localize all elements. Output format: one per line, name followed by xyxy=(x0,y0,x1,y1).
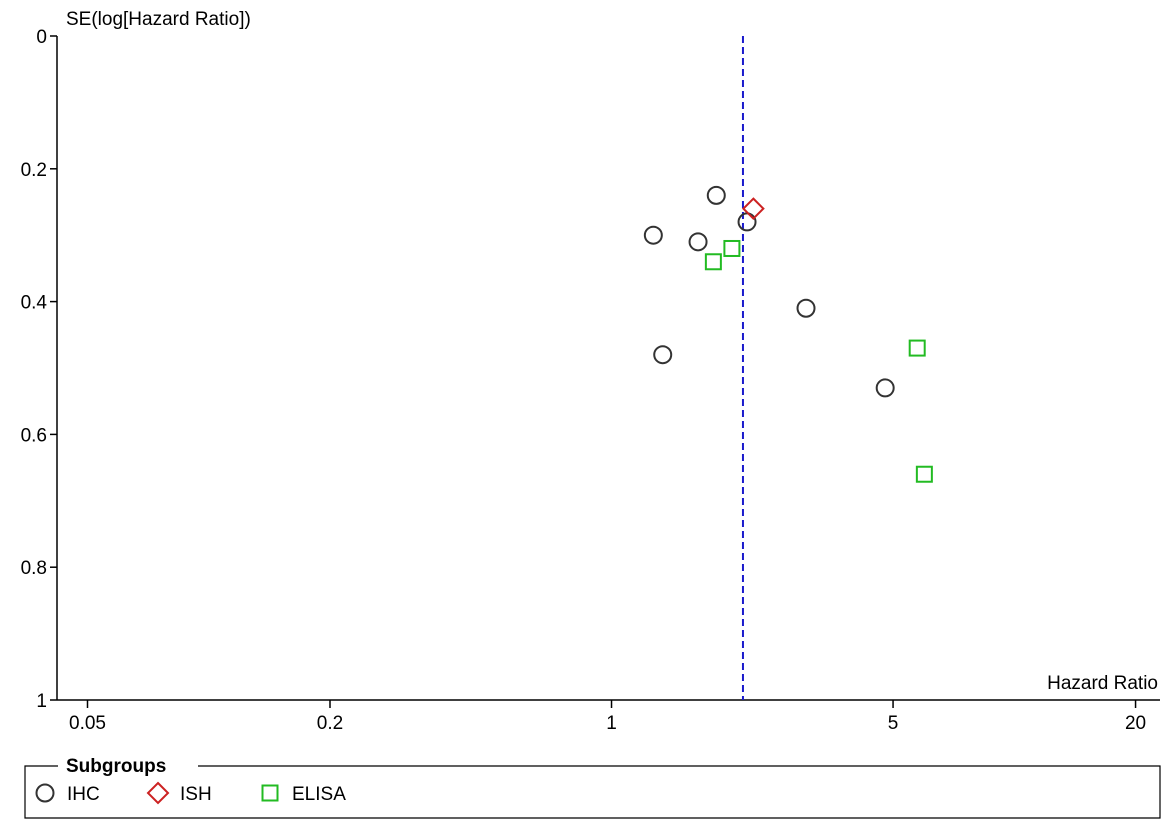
y-tick-label: 0.4 xyxy=(21,293,48,314)
point-elisa xyxy=(908,339,926,357)
point-ihc xyxy=(737,212,757,232)
point-ish xyxy=(741,197,765,221)
point-ihc xyxy=(653,345,673,365)
legend-border xyxy=(24,765,1161,819)
x-tick-label: 5 xyxy=(888,713,899,734)
y-tick-label: 1 xyxy=(36,691,47,712)
y-tick-label: 0.6 xyxy=(21,425,47,446)
x-ticks: 0.05 0.2 1 5 20 xyxy=(69,700,1146,734)
point-elisa xyxy=(704,253,722,271)
point-ihc xyxy=(688,232,708,252)
y-ticks: 0 0.2 0.4 0.6 0.8 1 xyxy=(21,27,57,712)
y-tick-label: 0.8 xyxy=(21,558,47,579)
y-tick-label: 0.2 xyxy=(21,160,47,181)
legend-label-elisa: ELISA xyxy=(292,784,346,805)
point-ihc xyxy=(796,298,816,318)
y-tick-label: 0 xyxy=(36,27,47,48)
data-points xyxy=(643,185,933,483)
point-ihc xyxy=(875,378,895,398)
point-ihc xyxy=(706,185,726,205)
legend-title: Subgroups xyxy=(66,756,166,777)
point-ihc xyxy=(643,225,663,245)
legend-marker-elisa xyxy=(261,784,279,802)
x-tick-label: 0.05 xyxy=(69,713,106,734)
point-elisa xyxy=(723,239,741,257)
legend-marker-ihc xyxy=(35,783,55,803)
x-tick-label: 0.2 xyxy=(317,713,343,734)
point-elisa xyxy=(915,465,933,483)
legend-label-ish: ISH xyxy=(180,784,212,805)
y-axis-title: SE(log[Hazard Ratio]) xyxy=(66,9,251,30)
legend-entries: IHC ISH ELISA xyxy=(35,781,346,805)
legend-marker-ish xyxy=(146,781,170,805)
legend-label-ihc: IHC xyxy=(67,784,100,805)
legend: Subgroups IHC ISH ELISA xyxy=(24,756,1161,819)
x-tick-label: 20 xyxy=(1125,713,1146,734)
x-tick-label: 1 xyxy=(606,713,617,734)
x-axis-title: Hazard Ratio xyxy=(1047,673,1158,694)
